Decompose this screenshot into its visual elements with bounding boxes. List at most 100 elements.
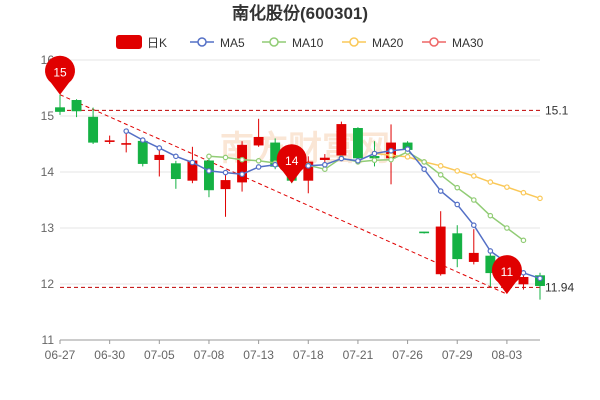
candle-down (55, 107, 65, 112)
candle-down (88, 116, 99, 143)
candle-up (518, 276, 529, 285)
x-tick-label: 08-03 (492, 348, 523, 362)
ma10-point (222, 154, 229, 161)
pin-marker-label: 11 (501, 265, 514, 279)
ma10-point (470, 197, 477, 203)
ma5-point (355, 158, 361, 164)
ma5-point (404, 146, 411, 152)
y-tick-label: 13 (41, 221, 55, 235)
legend-point-icon (269, 37, 279, 47)
legend-label: MA30 (452, 36, 484, 50)
candle-down (419, 231, 430, 234)
x-tick-label: 07-21 (343, 348, 374, 362)
pin-marker (491, 255, 522, 295)
x-tick-label: 07-26 (392, 348, 423, 362)
candle-down (170, 163, 181, 180)
ma5-point (322, 161, 328, 168)
ma20-point (404, 154, 411, 160)
trend-line (59, 94, 508, 295)
ma10-point (239, 156, 245, 163)
ma5-line (125, 130, 541, 280)
chart-title: 南化股份(600301) (232, 3, 368, 23)
candle-down (204, 160, 214, 191)
ma20-point (520, 189, 527, 196)
ma5-point (139, 137, 146, 143)
legend-candle-icon (116, 35, 142, 49)
ma5-point (371, 150, 378, 157)
ma10-point (520, 237, 527, 244)
candle-up (319, 157, 330, 160)
candle-down (71, 100, 82, 112)
ma10-point (504, 225, 510, 231)
ma5-point (470, 222, 477, 229)
y-tick-label: 15 (41, 109, 55, 123)
ma10-point (454, 184, 461, 191)
candle-up (253, 136, 264, 146)
ma10-point (322, 166, 328, 173)
candle-up (104, 140, 115, 142)
ma20-point (388, 152, 394, 159)
ma5-point (123, 128, 130, 134)
ma5-point (520, 269, 527, 276)
ma20-point (470, 173, 477, 179)
ma5-point (206, 168, 212, 174)
x-tick-label: 07-08 (194, 348, 225, 362)
legend-point-icon (197, 37, 207, 47)
candle-up (154, 154, 165, 160)
legend-point-icon (349, 37, 359, 47)
ma5-point (388, 147, 394, 154)
candle-down (137, 140, 148, 164)
pin-marker (276, 144, 307, 184)
ma10-point (371, 157, 378, 164)
candle-down (452, 233, 463, 260)
ma10-point (421, 159, 427, 165)
ma5-point (338, 155, 345, 162)
ma5-point (255, 164, 262, 170)
ma5-point (437, 188, 444, 194)
ma5-point (487, 248, 494, 254)
legend-label: MA20 (372, 36, 404, 50)
reference-line-label: 15.1 (545, 103, 569, 117)
candle-up (220, 180, 231, 190)
candle-up (121, 143, 132, 145)
ma20-point (437, 163, 444, 169)
legend-label: MA10 (292, 36, 324, 50)
pin-marker (45, 55, 75, 95)
ma5-point (173, 153, 179, 160)
candle-up (435, 226, 446, 275)
pin-marker-label: 15 (53, 66, 67, 80)
ma5-point (222, 169, 229, 176)
ma5-point (239, 171, 245, 178)
x-tick-label: 06-30 (94, 348, 125, 362)
x-tick-label: 07-29 (442, 348, 473, 362)
candle-up (303, 161, 314, 181)
x-tick-label: 07-05 (144, 348, 175, 362)
legend-label: 日K (147, 36, 167, 50)
x-tick-label: 06-27 (45, 348, 76, 362)
ma20-point (504, 184, 510, 190)
ma10-point (388, 156, 394, 163)
legend-point-icon (429, 37, 439, 47)
ma5-point (305, 163, 312, 169)
ma10-point (206, 153, 212, 160)
ma5-point (537, 275, 543, 282)
y-tick-label: 12 (41, 277, 55, 291)
candle-up (237, 144, 248, 183)
pin-marker-label: 14 (285, 154, 299, 168)
ma5-point (156, 145, 163, 151)
y-tick-label: 14 (41, 165, 55, 179)
ma10-point (437, 172, 444, 178)
ma20-point (487, 179, 494, 185)
ma5-point (454, 201, 461, 208)
ma5-point (272, 161, 278, 168)
legend-label: MA5 (220, 36, 245, 50)
ma10-point (487, 212, 494, 219)
ma5-point (189, 159, 196, 166)
candle-down (352, 128, 363, 159)
ma5-point (421, 166, 427, 173)
x-tick-label: 07-13 (243, 348, 274, 362)
ma20-point (537, 195, 543, 202)
ma20-point (454, 168, 461, 174)
